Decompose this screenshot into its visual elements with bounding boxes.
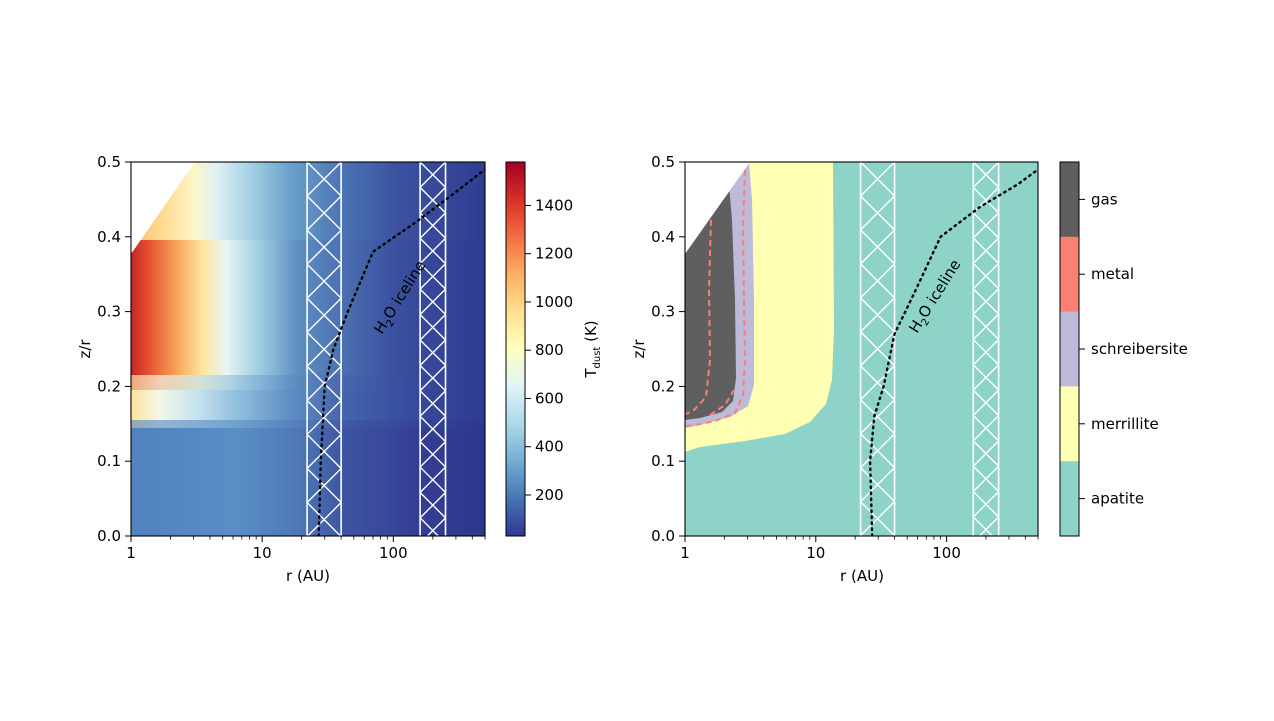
y-tick-label: 0.3 bbox=[651, 303, 675, 321]
category-swatch-apatite bbox=[1060, 461, 1079, 537]
colorbar-tick-label: 1200 bbox=[535, 245, 573, 263]
category-label-merrillite: merrillite bbox=[1091, 415, 1159, 433]
y-tick-label: 0.2 bbox=[651, 377, 675, 395]
iceline-curve bbox=[868, 168, 1038, 536]
colorbar-tick-label: 800 bbox=[535, 341, 564, 359]
y-axis-label: z/r bbox=[630, 339, 648, 359]
y-tick-label: 0.5 bbox=[97, 153, 121, 171]
category-swatch-gas bbox=[1060, 162, 1079, 238]
hatch-cross bbox=[860, 162, 896, 536]
y-axis-label: z/r bbox=[76, 339, 94, 359]
x-axis-label: r (AU) bbox=[840, 567, 884, 585]
colorbar-tick-label: 1000 bbox=[535, 293, 573, 311]
hatch-cross bbox=[306, 162, 342, 536]
x-tick-label: 1 bbox=[680, 544, 690, 562]
colorbar-frame bbox=[505, 161, 526, 537]
x-tick-label: 1 bbox=[126, 544, 136, 562]
category-label-schreibersite: schreibersite bbox=[1091, 340, 1188, 358]
y-tick-label: 0.0 bbox=[97, 527, 121, 545]
hatched-bands bbox=[306, 162, 447, 536]
y-tick-label: 0.3 bbox=[97, 303, 121, 321]
category-label-apatite: apatite bbox=[1091, 490, 1144, 508]
hatch-cross bbox=[972, 162, 1000, 536]
plot-frame bbox=[130, 161, 486, 537]
colorbar-tick-label: 200 bbox=[535, 486, 564, 504]
colorbar bbox=[506, 162, 525, 536]
hatch-cross bbox=[419, 162, 447, 536]
x-axis-label: r (AU) bbox=[286, 567, 330, 585]
category-swatch-merrillite bbox=[1060, 386, 1079, 462]
phase-map bbox=[685, 162, 1038, 536]
metal-boundary-outer bbox=[685, 169, 747, 427]
colorbar-tick-label: 400 bbox=[535, 438, 564, 456]
y-tick-label: 0.1 bbox=[651, 452, 675, 470]
colorbar-label: Tdust (K) bbox=[582, 320, 603, 378]
category-colorbar-frame bbox=[1059, 161, 1080, 537]
category-label-metal: metal bbox=[1091, 265, 1134, 283]
colorbar-tick-label: 1400 bbox=[535, 196, 573, 214]
temperature-field bbox=[131, 162, 485, 536]
y-tick-label: 0.5 bbox=[651, 153, 675, 171]
left-panel: H2O iceline 1 10 1000.00.10.20.30.40.5 r (… bbox=[76, 153, 603, 585]
x-tick-label: 100 bbox=[379, 544, 408, 562]
category-label-gas: gas bbox=[1091, 190, 1118, 208]
category-swatch-metal bbox=[1060, 236, 1079, 313]
y-tick-label: 0.4 bbox=[97, 228, 121, 246]
iceline-curve bbox=[317, 168, 485, 536]
y-tick-label: 0.0 bbox=[651, 527, 675, 545]
x-tick-label: 100 bbox=[932, 544, 961, 562]
y-tick-label: 0.2 bbox=[97, 377, 121, 395]
category-colorbar: gas metal schreibersite merrillite apatite bbox=[1059, 161, 1188, 537]
x-tick-label: 10 bbox=[806, 544, 825, 562]
y-tick-label: 0.4 bbox=[651, 228, 675, 246]
x-tick-label: 10 bbox=[253, 544, 272, 562]
plot-frame bbox=[684, 161, 1039, 537]
category-swatch-schreibersite bbox=[1060, 311, 1079, 387]
y-tick-label: 0.1 bbox=[97, 452, 121, 470]
right-panel: H2O iceline 1 10 1000.00.10.20.30.40.5 r (… bbox=[630, 153, 1188, 585]
hatched-bands bbox=[859, 162, 1000, 536]
colorbar-tick-label: 600 bbox=[535, 389, 564, 407]
